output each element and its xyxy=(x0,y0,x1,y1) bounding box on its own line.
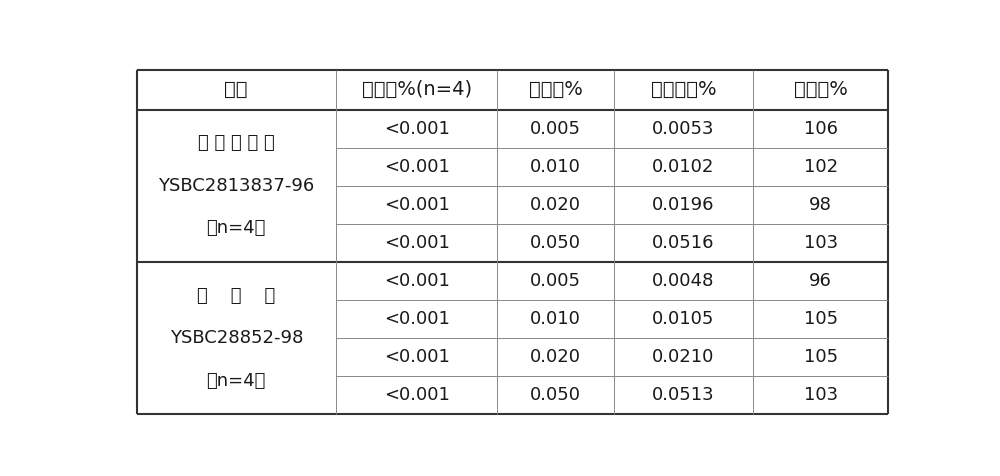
Text: 103: 103 xyxy=(804,234,838,252)
Text: （n=4）: （n=4） xyxy=(207,219,266,238)
Text: <0.001: <0.001 xyxy=(384,272,450,290)
Text: 测定值%(n=4): 测定值%(n=4) xyxy=(362,80,472,99)
Text: <0.001: <0.001 xyxy=(384,234,450,252)
Text: <0.001: <0.001 xyxy=(384,158,450,176)
Text: 0.005: 0.005 xyxy=(530,119,581,138)
Text: YSBC28852-98: YSBC28852-98 xyxy=(170,329,303,347)
Text: 0.0053: 0.0053 xyxy=(652,119,715,138)
Text: 0.0516: 0.0516 xyxy=(652,234,715,252)
Text: <0.001: <0.001 xyxy=(384,196,450,214)
Text: <0.001: <0.001 xyxy=(384,348,450,367)
Text: 0.005: 0.005 xyxy=(530,272,581,290)
Text: 高    炉    渣: 高 炉 渣 xyxy=(197,287,275,305)
Text: 0.0196: 0.0196 xyxy=(652,196,715,214)
Text: 96: 96 xyxy=(809,272,832,290)
Text: 0.020: 0.020 xyxy=(530,348,581,367)
Text: 0.050: 0.050 xyxy=(530,387,581,405)
Text: 0.0102: 0.0102 xyxy=(652,158,715,176)
Text: 0.010: 0.010 xyxy=(530,310,581,328)
Text: 103: 103 xyxy=(804,387,838,405)
Text: 样品: 样品 xyxy=(224,80,248,99)
Text: 0.0210: 0.0210 xyxy=(652,348,715,367)
Text: 回收率%: 回收率% xyxy=(794,80,848,99)
Text: 106: 106 xyxy=(804,119,838,138)
Text: <0.001: <0.001 xyxy=(384,119,450,138)
Text: 0.020: 0.020 xyxy=(530,196,581,214)
Text: 105: 105 xyxy=(804,310,838,328)
Text: 高 炉 渣 标 样: 高 炉 渣 标 样 xyxy=(198,134,275,152)
Text: YSBC2813837-96: YSBC2813837-96 xyxy=(158,177,314,195)
Text: 0.0513: 0.0513 xyxy=(652,387,715,405)
Text: （n=4）: （n=4） xyxy=(207,372,266,390)
Text: 105: 105 xyxy=(804,348,838,367)
Text: 0.010: 0.010 xyxy=(530,158,581,176)
Text: 0.0048: 0.0048 xyxy=(652,272,715,290)
Text: 102: 102 xyxy=(804,158,838,176)
Text: 加标量%: 加标量% xyxy=(529,80,583,99)
Text: <0.001: <0.001 xyxy=(384,387,450,405)
Text: 98: 98 xyxy=(809,196,832,214)
Text: 0.050: 0.050 xyxy=(530,234,581,252)
Text: 0.0105: 0.0105 xyxy=(652,310,715,328)
Text: <0.001: <0.001 xyxy=(384,310,450,328)
Text: 测定总值%: 测定总值% xyxy=(651,80,716,99)
